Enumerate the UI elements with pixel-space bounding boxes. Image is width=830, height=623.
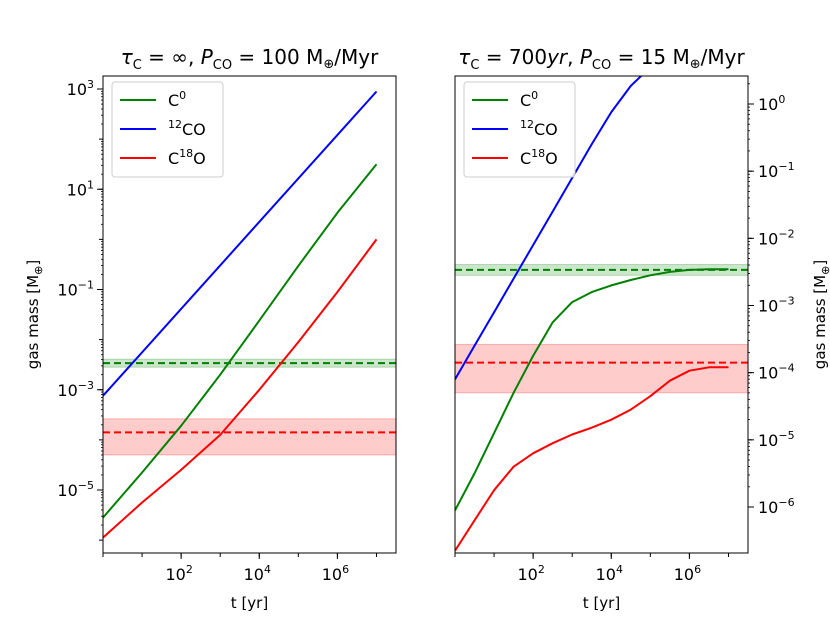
y-axis-label: gas mass [M⊕] bbox=[811, 260, 830, 369]
y-tick-label: 10−1 bbox=[57, 279, 94, 300]
legend-box bbox=[463, 81, 576, 178]
axes-frame bbox=[102, 75, 397, 554]
legend: C0 12CO C18O bbox=[463, 81, 576, 178]
legend-label: C18O bbox=[520, 147, 558, 168]
y-tick-label: 10−4 bbox=[758, 362, 795, 383]
series-line-c18o bbox=[103, 238, 378, 539]
plot-area bbox=[455, 76, 748, 552]
legend-label: C0 bbox=[520, 89, 538, 110]
y-tick-label: 101 bbox=[67, 178, 94, 199]
chart-panel-2: 102 104 106 100 10−1 10−2 10−3 10−4 10−5 10−6 t [y… bbox=[454, 45, 830, 612]
series-line-c18o bbox=[455, 366, 729, 552]
legend-box bbox=[111, 81, 224, 178]
series-line-c0 bbox=[455, 268, 729, 511]
legend: C0 12CO C18O bbox=[111, 81, 224, 178]
series-line-c0 bbox=[103, 163, 378, 519]
series-line-12co bbox=[103, 90, 378, 397]
y-tick-label: 10−5 bbox=[758, 429, 795, 450]
chart-title: τC = 700yr, PCO = 15 M⊕/Myr bbox=[458, 45, 745, 73]
x-tick-label: 104 bbox=[244, 563, 271, 584]
legend-label: C18O bbox=[168, 147, 206, 168]
series-line-12co bbox=[455, 76, 643, 380]
axes-frame bbox=[454, 75, 749, 554]
plot-area bbox=[103, 90, 396, 539]
x-tick-label: 102 bbox=[165, 563, 192, 584]
x-tick-label: 106 bbox=[674, 563, 701, 584]
y-tick-label: 10−6 bbox=[758, 496, 795, 517]
y-tick-label: 10−2 bbox=[758, 227, 795, 248]
y-tick-label: 10−3 bbox=[57, 379, 94, 400]
x-tick-label: 106 bbox=[322, 563, 349, 584]
x-tick-label: 104 bbox=[596, 563, 623, 584]
x-tick-label: 102 bbox=[517, 563, 544, 584]
chart-title: τC = ∞, PCO = 100 M⊕/Myr bbox=[121, 45, 379, 73]
y-axis-label: gas mass [M⊕] bbox=[24, 260, 45, 369]
chart-panel-1: 102 104 106 103 101 10−1 10−3 10−5 t [yr] gas mas… bbox=[24, 45, 397, 612]
observation-band-2 bbox=[103, 418, 396, 456]
y-tick-label: 103 bbox=[67, 78, 94, 99]
x-axis-label: t [yr] bbox=[583, 594, 620, 612]
x-axis-label: t [yr] bbox=[231, 594, 268, 612]
legend-label: C0 bbox=[168, 89, 186, 110]
y-tick-label: 10−3 bbox=[758, 295, 795, 316]
y-tick-label: 10−5 bbox=[57, 479, 94, 500]
legend-label: 12CO bbox=[168, 118, 206, 139]
y-tick-label: 100 bbox=[758, 93, 785, 114]
legend-label: 12CO bbox=[520, 118, 558, 139]
y-tick-label: 10−1 bbox=[758, 160, 795, 181]
